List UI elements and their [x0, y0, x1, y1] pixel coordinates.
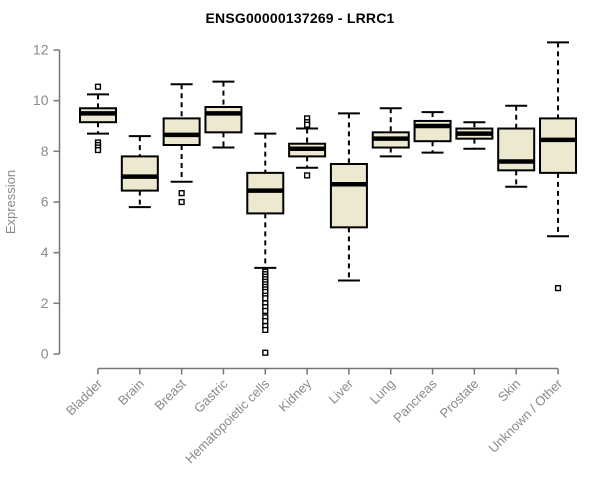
box-hematopoietic-cells: Hematopoietic cells	[182, 132, 285, 466]
y-tick-label: 0	[41, 346, 49, 362]
box-prostate: Prostate	[437, 121, 494, 421]
x-tick-label: Unknown / Other	[486, 376, 566, 456]
x-tick-label: Kidney	[276, 376, 315, 415]
x-tick-label: Breast	[152, 376, 189, 413]
x-tick-label: Skin	[495, 376, 523, 404]
x-tick-label: Lung	[367, 376, 398, 407]
outlier-point	[94, 83, 102, 90]
iqr-box	[497, 127, 536, 172]
outlier-point	[554, 285, 562, 292]
y-tick-label: 10	[33, 92, 49, 108]
outlier-point	[262, 326, 269, 334]
outlier-point	[304, 172, 311, 179]
outlier-point	[178, 198, 185, 206]
box-lung: Lung	[367, 107, 410, 407]
box-liver: Liver	[326, 112, 368, 407]
chart-title: ENSG00000137269 - LRRC1	[205, 10, 395, 26]
y-tick-label: 12	[33, 42, 49, 58]
iqr-box	[120, 155, 159, 192]
box-pancreas: Pancreas	[390, 111, 452, 426]
box-breast: Breast	[152, 83, 201, 413]
box-kidney: Kidney	[276, 115, 327, 415]
outlier-point	[262, 317, 269, 325]
outlier-point	[262, 349, 269, 356]
iqr-box	[204, 106, 243, 134]
outlier-point	[304, 121, 311, 128]
x-tick-label: Liver	[326, 376, 357, 407]
y-tick-label: 6	[41, 194, 49, 210]
iqr-box	[246, 171, 285, 215]
x-tick-label: Bladder	[63, 376, 106, 419]
outlier-point	[262, 307, 269, 315]
x-tick-label: Brain	[115, 376, 147, 408]
y-axis-title: Expression	[3, 170, 18, 234]
iqr-box	[329, 163, 368, 229]
box-skin: Skin	[495, 104, 536, 405]
x-tick-label: Pancreas	[390, 376, 440, 426]
x-tick-label: Gastric	[191, 376, 231, 416]
outlier-point	[262, 295, 269, 302]
y-tick-label: 8	[41, 143, 49, 159]
iqr-box	[539, 117, 578, 174]
y-tick-label: 2	[41, 295, 49, 311]
iqr-box	[162, 117, 201, 147]
box-brain: Brain	[115, 135, 159, 408]
outlier-point	[94, 146, 102, 154]
x-tick-label: Prostate	[437, 376, 482, 421]
outlier-point	[178, 190, 185, 197]
y-tick-label: 4	[41, 244, 49, 260]
